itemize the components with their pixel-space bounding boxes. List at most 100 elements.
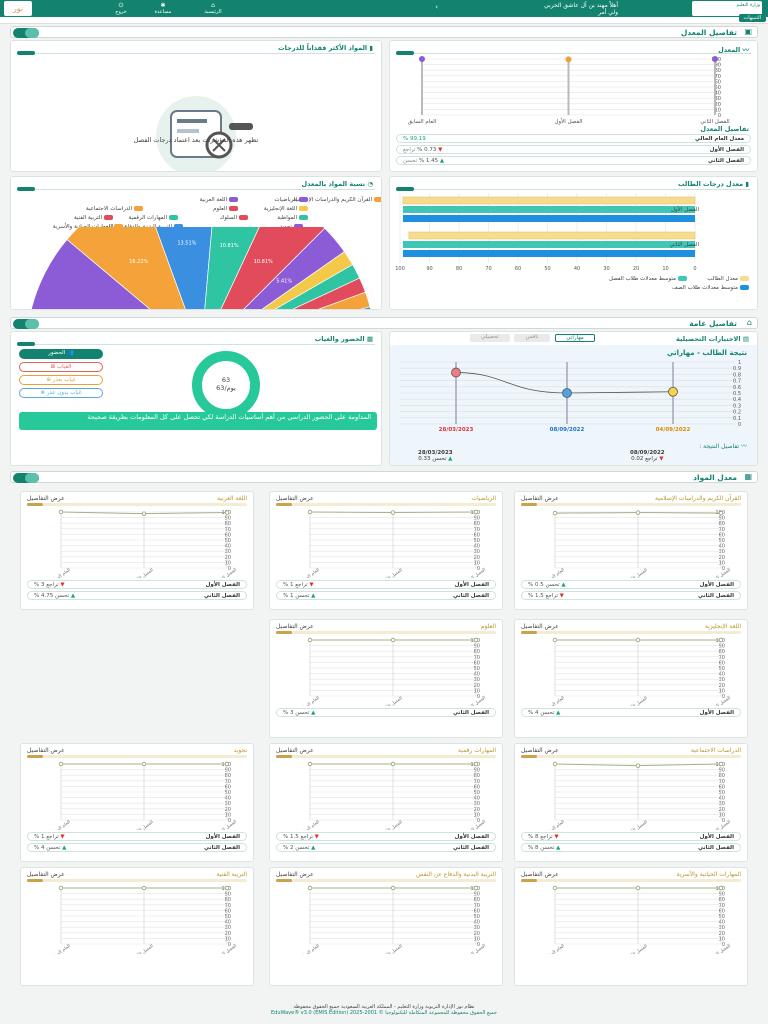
chart-icon: ▣ xyxy=(744,27,752,36)
legend-swatch xyxy=(299,206,308,211)
data-point xyxy=(562,388,572,398)
notifications-button[interactable]: التنبيهات xyxy=(738,14,766,22)
y-tick-label: 0 xyxy=(477,566,480,572)
attendance-excused-label: غياب بعذر xyxy=(52,377,76,383)
subject-share-card: ◔ نسبة المواد بالمعدل القرآن الكريم والد… xyxy=(10,176,382,310)
divider-accent xyxy=(521,503,537,506)
data-point xyxy=(141,511,147,516)
y-tick-label: 10 xyxy=(719,936,725,942)
data-point xyxy=(419,56,425,62)
subject-term-row: الفصل الثاني ▼ تراجع 1.5 % xyxy=(521,591,741,600)
x-tick-label: العام السابق xyxy=(544,568,566,578)
show-details-button[interactable]: عرض التفاصيل xyxy=(276,623,314,630)
x-tick-label: 30 xyxy=(603,266,609,272)
subject-term-row: الفصل الثاني ▲ تحسن 4.75 % xyxy=(27,591,247,600)
average-card: 〰 المعدل 1009080706050403020100العام الس… xyxy=(389,40,758,172)
data-point xyxy=(473,761,479,767)
divider-accent xyxy=(276,755,292,758)
subject-card: الرياضيات عرض التفاصيل 100 90807060504030… xyxy=(269,491,503,610)
tests-card: ▤ الاختبارات التحصيلية تحصيلي نافس مهارا… xyxy=(389,331,758,466)
y-tick-label: 90 xyxy=(225,768,231,774)
divider-accent xyxy=(276,879,292,882)
lost-grades-empty-text: تظهر هذه المؤشرات بعد اعتماد درجات الفصل xyxy=(133,136,259,144)
up-arrow-icon: ▲ xyxy=(309,710,316,716)
attendance-present-button[interactable]: 👥 الحضور xyxy=(19,349,103,359)
show-details-button[interactable]: عرض التفاصيل xyxy=(521,747,559,754)
y-tick-label: 30 xyxy=(474,677,480,683)
up-arrow-icon: ▲ xyxy=(69,593,76,599)
attendance-unexcused-label: غياب بدون عذر xyxy=(46,390,82,396)
data-point xyxy=(58,509,64,515)
subject-chart: 1009080706050403020100العام السابقالفصل … xyxy=(50,509,238,578)
pie-slice xyxy=(31,239,151,309)
legend-student-avg-label: معدل الطالب xyxy=(707,276,738,282)
term-value: تراجع 1.5 % xyxy=(528,593,558,599)
show-details-button[interactable]: عرض التفاصيل xyxy=(521,623,559,630)
y-tick-label: 40 xyxy=(474,672,480,678)
slice-label: 10.81% xyxy=(254,259,273,265)
x-tick-label: 40 xyxy=(574,266,580,272)
tab-maharati[interactable]: مهاراتي xyxy=(555,334,595,342)
subject-name: القرآن الكريم والدراسات الإسلامية xyxy=(655,495,741,502)
y-tick-label: 60 xyxy=(225,532,231,538)
nav-logout[interactable]: ⏻ خروج xyxy=(106,2,136,15)
nav-home[interactable]: ⌂ الرئيسية xyxy=(198,2,228,15)
x-tick-label: 28/03/2023 xyxy=(439,427,474,433)
show-details-button[interactable]: عرض التفاصيل xyxy=(521,871,559,878)
show-details-button[interactable]: عرض التفاصيل xyxy=(27,747,65,754)
subject-card: الدراسات الاجتماعية عرض التفاصيل 100 9080… xyxy=(514,743,748,862)
show-details-button[interactable]: عرض التفاصيل xyxy=(276,871,314,878)
attendance-absent-button[interactable]: الغياب ⊠ xyxy=(19,362,103,372)
y-tick-label: 20 xyxy=(719,555,725,561)
y-tick-label: 60 xyxy=(225,908,231,914)
y-tick-label: 10 xyxy=(719,560,725,566)
tests-detail-1: 28/03/2023 ▲ تحسن 0.33 xyxy=(418,450,453,462)
attendance-unexcused-button[interactable]: غياب بدون عذر ⊗ xyxy=(19,388,103,398)
card-divider xyxy=(396,187,751,191)
tab-tahsili[interactable]: تحصيلي xyxy=(470,334,510,342)
tests-chart-title: نتيجة الطالب - مهاراتي xyxy=(666,349,747,357)
y-tick-label: 60 xyxy=(719,660,725,666)
show-details-button[interactable]: عرض التفاصيل xyxy=(27,871,65,878)
show-details-button[interactable]: عرض التفاصيل xyxy=(521,495,559,502)
section-subjects-title: معدل المواد xyxy=(693,473,737,482)
tests-detail-2-value: تراجع 0.02 xyxy=(631,456,658,462)
data-point xyxy=(224,885,230,891)
user-info[interactable]: أهلاً مهند بن آل عاشق الحربي ولي أمر xyxy=(544,2,618,16)
x-tick-label: العام السابق xyxy=(544,696,566,706)
user-menu-chevron-icon[interactable]: › xyxy=(435,3,438,11)
data-point xyxy=(712,56,718,62)
average-title-text: المعدل xyxy=(718,46,741,54)
bar xyxy=(408,231,696,240)
category-label: الفصل الأول xyxy=(671,205,699,213)
y-tick-label: 90 xyxy=(715,63,721,69)
y-tick-label: 40 xyxy=(719,920,725,926)
show-details-button[interactable]: عرض التفاصيل xyxy=(276,747,314,754)
attendance-ring-text: 63 يوم/63 xyxy=(186,376,266,392)
subject-term-row: الفصل الثاني ▲ تحسن 3 % xyxy=(276,708,496,717)
x-tick-label: العام السابق xyxy=(299,568,321,578)
x-tick-label: 80 xyxy=(456,266,462,272)
y-tick-label: 40 xyxy=(474,796,480,802)
y-tick-label: 10 xyxy=(474,688,480,694)
divider-accent xyxy=(17,342,35,346)
y-tick-label: 70 xyxy=(474,779,480,785)
x-tick-label: العام السابق xyxy=(50,944,72,954)
data-point xyxy=(565,56,572,63)
x-tick-label: الفصل الثاني xyxy=(709,696,732,706)
nav-help[interactable]: ✱ مساعدة xyxy=(148,2,178,15)
help-icon: ✱ xyxy=(160,2,166,9)
attendance-excused-button[interactable]: غياب بعذر ⊕ xyxy=(19,375,103,385)
share-legend-item: القرآن الكريم والدراسات الإسلامية xyxy=(293,197,381,203)
tab-nafes[interactable]: نافس xyxy=(514,334,550,342)
term-value: تراجع 1 % xyxy=(34,834,59,840)
show-details-button[interactable]: عرض التفاصيل xyxy=(276,495,314,502)
share-legend-item: اللغة العربية xyxy=(200,197,238,203)
divider-accent xyxy=(27,879,43,882)
data-point xyxy=(390,761,396,767)
data-point xyxy=(390,885,396,891)
y-tick-label: 80 xyxy=(719,521,725,527)
tests-detail-1-date: 28/03/2023 xyxy=(418,450,453,456)
show-details-button[interactable]: عرض التفاصيل xyxy=(27,495,65,502)
share-legend-item: العلوم xyxy=(213,206,238,212)
